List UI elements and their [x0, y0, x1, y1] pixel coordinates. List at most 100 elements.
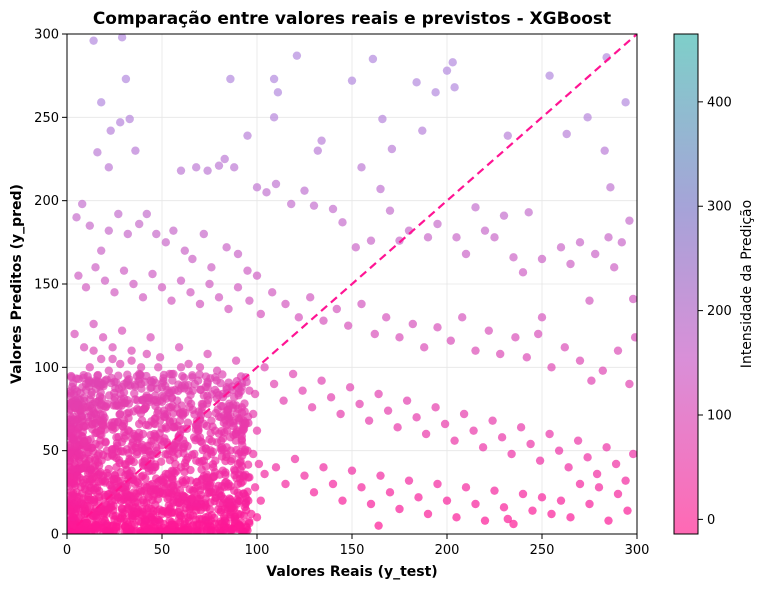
y-axis-label: Valores Preditos (y_pred) [9, 184, 25, 384]
scatter-point [382, 313, 391, 322]
scatter-point [440, 419, 450, 429]
scatter-point [78, 383, 87, 392]
scatter-point [328, 204, 338, 214]
scatter-point [450, 436, 459, 445]
scatter-point [108, 354, 117, 364]
scatter-point [112, 522, 121, 531]
scatter-point [142, 209, 151, 219]
scatter-point [575, 356, 585, 365]
scatter-point [154, 363, 163, 372]
scatter-point [106, 421, 115, 430]
scatter-point [366, 236, 376, 245]
scatter-point [319, 316, 328, 325]
scatter-point [216, 378, 225, 388]
scatter-point [446, 336, 455, 345]
scatter-point [212, 366, 222, 375]
scatter-point [623, 506, 632, 515]
scatter-point [271, 463, 281, 472]
scatter-point [385, 206, 395, 215]
scatter-point [203, 166, 212, 175]
scatter-point [155, 416, 165, 425]
scatter-point [93, 371, 102, 380]
scatter-point [188, 486, 197, 495]
scatter-point [562, 129, 571, 139]
scatter-point [104, 163, 114, 172]
scatter-point [85, 454, 95, 464]
scatter-point [186, 288, 195, 297]
scatter-point [370, 329, 379, 339]
scatter-point [184, 516, 193, 525]
scatter-point [199, 229, 208, 239]
scatter-point [138, 507, 148, 517]
scatter-point [583, 113, 592, 122]
scatter-point [249, 409, 258, 419]
scatter-point [98, 333, 108, 342]
scatter-point [234, 414, 243, 423]
scatter-point [228, 454, 237, 464]
scatter-point [526, 439, 535, 449]
scatter-point [180, 246, 189, 255]
scatter-point [228, 524, 237, 534]
scatter-point [97, 399, 106, 409]
scatter-point [617, 238, 626, 247]
scatter-point [604, 233, 613, 242]
scatter-point [199, 503, 208, 512]
scatter-point [245, 296, 254, 305]
scatter-point [110, 470, 119, 480]
scatter-point [214, 505, 223, 514]
scatter-point [471, 499, 480, 509]
scatter-point [73, 471, 82, 480]
scatter-point [165, 446, 174, 455]
scatter-point [442, 66, 452, 75]
scatter-point [206, 526, 216, 534]
scatter-point [575, 479, 585, 489]
scatter-point [459, 409, 469, 419]
scatter-point [107, 481, 117, 491]
scatter-point [226, 513, 235, 522]
scatter-point [613, 346, 623, 355]
scatter-point [225, 494, 234, 503]
scatter-point [92, 513, 101, 523]
scatter-point [214, 293, 224, 302]
scatter-point [332, 304, 341, 314]
scatter-point [135, 369, 144, 379]
scatter-point [127, 466, 136, 475]
scatter-point [144, 446, 153, 456]
x-tick-label: 150 [340, 543, 365, 558]
scatter-point [252, 426, 262, 435]
scatter-point [135, 219, 144, 229]
scatter-point [127, 346, 136, 355]
scatter-point [169, 453, 179, 462]
scatter-point [585, 499, 594, 509]
scatter-point [68, 379, 78, 388]
scatter-point [412, 78, 421, 87]
scatter-point [522, 353, 531, 362]
scatter-point [220, 154, 229, 164]
scatter-point [72, 488, 81, 497]
scatter-point [157, 509, 167, 519]
scatter-point [201, 513, 210, 522]
scatter-point [224, 479, 233, 489]
scatter-point [103, 399, 112, 409]
colorbar-tick-label: 200 [707, 304, 732, 319]
scatter-point [167, 296, 176, 305]
scatter-point [404, 476, 414, 485]
scatter-point [423, 233, 433, 242]
scatter-point [385, 488, 395, 497]
scatter-point [81, 283, 91, 292]
scatter-point [611, 459, 621, 469]
scatter-point [338, 496, 347, 505]
scatter-point [156, 457, 166, 466]
scatter-point [233, 249, 243, 259]
scatter-point [606, 183, 615, 192]
scatter-point [195, 363, 205, 372]
scatter-point [450, 83, 459, 92]
scatter-point [149, 522, 158, 532]
scatter-point [452, 513, 461, 522]
scatter-point [250, 483, 260, 492]
scatter-point [78, 199, 87, 209]
scatter-point [497, 433, 507, 442]
scatter-point [104, 504, 114, 514]
colorbar-tick-label: 0 [707, 513, 715, 528]
scatter-point [216, 413, 226, 422]
